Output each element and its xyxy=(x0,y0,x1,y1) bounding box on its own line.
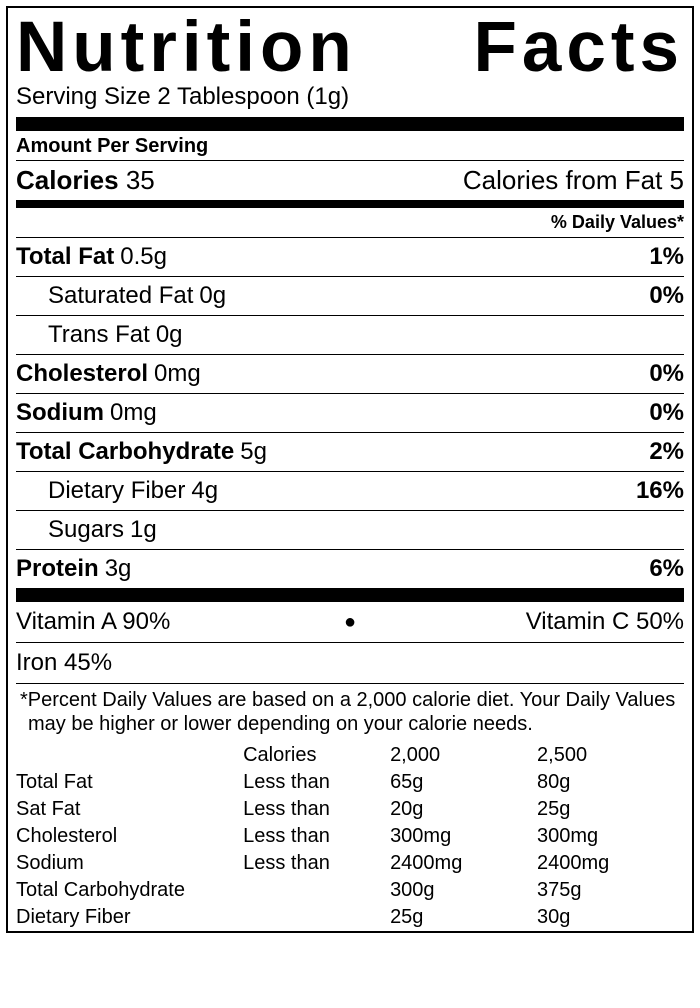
ref-cell: 300g xyxy=(390,877,537,904)
calories-left: Calories 35 xyxy=(16,165,155,196)
amount-per-serving: Amount Per Serving xyxy=(16,131,684,161)
calories-value: 35 xyxy=(126,165,155,195)
iron-row: Iron 45% xyxy=(16,643,684,684)
sat-fat-amount: 0g xyxy=(199,282,226,310)
protein-pct: 6% xyxy=(649,555,684,583)
row-total-fat: Total Fat0.5g 1% xyxy=(16,237,684,276)
row-sodium: Sodium0mg 0% xyxy=(16,393,684,432)
footnote: *Percent Daily Values are based on a 2,0… xyxy=(16,684,684,742)
ref-cell: Less than xyxy=(243,823,390,850)
sodium-amount: 0mg xyxy=(110,399,157,427)
row-sat-fat: Saturated Fat 0g 0% xyxy=(16,276,684,315)
ref-cell: 300mg xyxy=(390,823,537,850)
total-fat-pct: 1% xyxy=(649,243,684,271)
protein-amount: 3g xyxy=(105,555,132,583)
ref-cell: 25g xyxy=(537,796,684,823)
ref-header-row: Calories 2,000 2,500 xyxy=(16,742,684,769)
protein-label: Protein xyxy=(16,555,99,583)
fiber-amount: 4g xyxy=(191,477,218,505)
ref-cell: Cholesterol xyxy=(16,823,243,850)
sugars-label: Sugars xyxy=(48,516,124,544)
ref-cell xyxy=(243,877,390,904)
row-protein: Protein3g 6% xyxy=(16,549,684,588)
row-sugars: Sugars 1g xyxy=(16,510,684,549)
carb-amount: 5g xyxy=(240,438,267,466)
ref-h0 xyxy=(16,742,243,769)
ref-row: CholesterolLess than300mg300mg xyxy=(16,823,684,850)
ref-cell: Dietary Fiber xyxy=(16,904,243,931)
total-fat-amount: 0.5g xyxy=(120,243,167,271)
ref-cell: 30g xyxy=(537,904,684,931)
sat-fat-label: Saturated Fat xyxy=(48,282,193,310)
ref-row: Sat FatLess than20g25g xyxy=(16,796,684,823)
ref-cell: Sodium xyxy=(16,850,243,877)
calories-from-fat-label: Calories from Fat xyxy=(463,165,662,195)
panel-title: Nutrition Facts xyxy=(16,8,684,83)
ref-row: Total FatLess than65g80g xyxy=(16,769,684,796)
ref-row: SodiumLess than2400mg2400mg xyxy=(16,850,684,877)
cholesterol-amount: 0mg xyxy=(154,360,201,388)
ref-cell: Less than xyxy=(243,796,390,823)
cholesterol-pct: 0% xyxy=(649,360,684,388)
sodium-pct: 0% xyxy=(649,399,684,427)
calories-from-fat-value: 5 xyxy=(670,165,684,195)
sat-fat-pct: 0% xyxy=(649,282,684,310)
daily-value-header: % Daily Values* xyxy=(16,208,684,237)
ref-row: Total Carbohydrate 300g375g xyxy=(16,877,684,904)
sodium-label: Sodium xyxy=(16,399,104,427)
trans-fat-label: Trans Fat xyxy=(48,321,150,349)
cholesterol-label: Cholesterol xyxy=(16,360,148,388)
nutrition-facts-panel: Nutrition Facts Serving Size 2 Tablespoo… xyxy=(6,6,694,933)
serving-label: Serving Size xyxy=(16,83,151,110)
ref-cell: Less than xyxy=(243,769,390,796)
vitamin-c: Vitamin C 50% xyxy=(356,608,684,636)
calories-row: Calories 35 Calories from Fat 5 xyxy=(16,161,684,200)
rule-med xyxy=(16,200,684,208)
total-fat-label: Total Fat xyxy=(16,243,114,271)
trans-fat-amount: 0g xyxy=(156,321,183,349)
rule-thick xyxy=(16,117,684,131)
bullet-icon: ● xyxy=(344,611,356,634)
ref-cell: 375g xyxy=(537,877,684,904)
ref-cell: 2400mg xyxy=(390,850,537,877)
ref-h2: 2,000 xyxy=(390,742,537,769)
ref-h3: 2,500 xyxy=(537,742,684,769)
carb-pct: 2% xyxy=(649,438,684,466)
sugars-amount: 1g xyxy=(130,516,157,544)
fiber-pct: 16% xyxy=(636,477,684,505)
ref-row: Dietary Fiber 25g30g xyxy=(16,904,684,931)
carb-label: Total Carbohydrate xyxy=(16,438,234,466)
ref-cell: 80g xyxy=(537,769,684,796)
calories-from-fat: Calories from Fat 5 xyxy=(463,165,684,196)
row-cholesterol: Cholesterol0mg 0% xyxy=(16,354,684,393)
reference-table: Calories 2,000 2,500 Total FatLess than6… xyxy=(16,742,684,931)
calories-label: Calories xyxy=(16,165,119,195)
vitamin-a: Vitamin A 90% xyxy=(16,608,344,636)
serving-size: Serving Size 2 Tablespoon (1g) xyxy=(16,83,684,117)
ref-cell xyxy=(243,904,390,931)
ref-cell: 65g xyxy=(390,769,537,796)
ref-h1: Calories xyxy=(243,742,390,769)
row-trans-fat: Trans Fat 0g xyxy=(16,315,684,354)
ref-cell: 25g xyxy=(390,904,537,931)
ref-cell: 300mg xyxy=(537,823,684,850)
rule-thick-2 xyxy=(16,588,684,602)
ref-cell: 20g xyxy=(390,796,537,823)
fiber-label: Dietary Fiber xyxy=(48,477,185,505)
vitamin-row: Vitamin A 90% ● Vitamin C 50% xyxy=(16,602,684,643)
ref-cell: Sat Fat xyxy=(16,796,243,823)
ref-cell: Total Fat xyxy=(16,769,243,796)
ref-cell: Total Carbohydrate xyxy=(16,877,243,904)
row-fiber: Dietary Fiber 4g 16% xyxy=(16,471,684,510)
serving-value: 2 Tablespoon (1g) xyxy=(157,83,349,110)
row-carb: Total Carbohydrate5g 2% xyxy=(16,432,684,471)
ref-cell: Less than xyxy=(243,850,390,877)
ref-cell: 2400mg xyxy=(537,850,684,877)
